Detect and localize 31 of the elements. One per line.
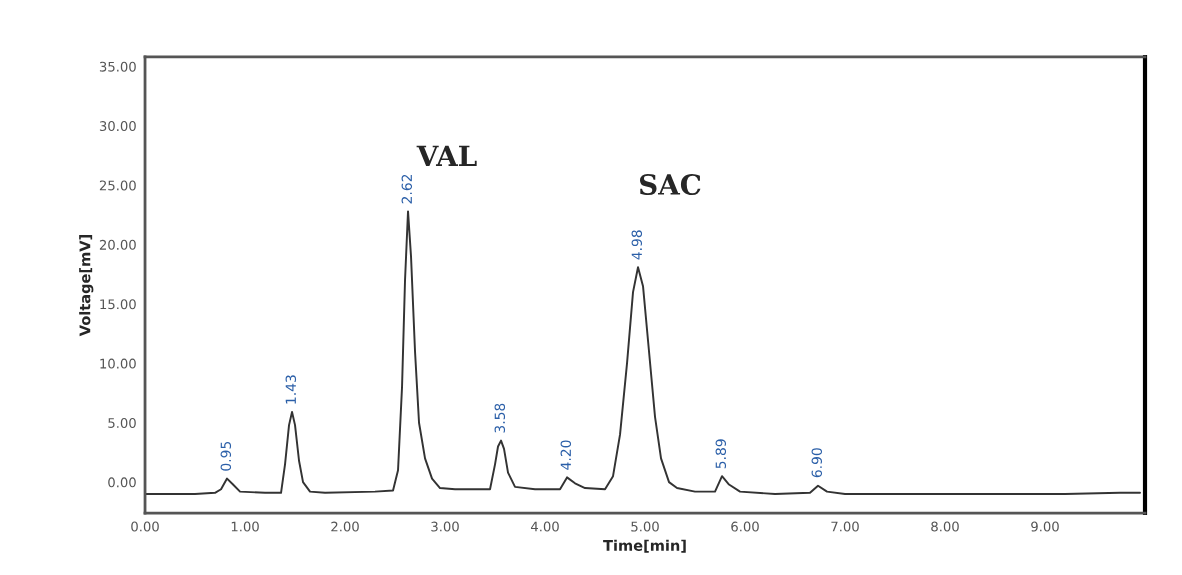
x-tick-label: 4.00: [530, 521, 559, 532]
y-tick-label: 10.00: [100, 358, 136, 369]
y-tick-label: 30.00: [99, 121, 136, 132]
annotation: 4.98: [631, 230, 643, 260]
x-tick-label: 5.00: [631, 521, 659, 532]
annotation: VAL: [416, 145, 477, 166]
annotation: 5.89: [715, 439, 727, 469]
line-series: [145, 210, 1141, 495]
annotation: 2.62: [401, 174, 413, 204]
annotation: SAC: [639, 174, 701, 196]
y-axis-title: Voltage[mV]: [79, 235, 94, 337]
x-tick-label: 6.00: [731, 521, 759, 532]
x-axis-title: Time[min]: [603, 539, 686, 553]
y-tick-label: 35.00: [99, 61, 136, 72]
annotation: 4.20: [560, 440, 572, 470]
x-tick-label: 8.00: [931, 521, 959, 532]
annotation: 0.95: [220, 441, 232, 471]
y-tick-label: 5.00: [108, 417, 136, 428]
x-tick-label: 3.00: [431, 521, 459, 532]
y-tick-label: 0.00: [108, 477, 136, 488]
x-tick-label: 2.00: [331, 521, 359, 532]
y-tick-label: 20.00: [99, 239, 136, 250]
x-tick-label: 7.00: [831, 521, 859, 532]
y-tick-label: 15.00: [100, 299, 136, 310]
annotation: 1.43: [285, 375, 297, 404]
annotation: 6.90: [811, 448, 823, 478]
y-tick-label: 25.00: [99, 180, 136, 191]
x-tick-label: 1.00: [231, 521, 259, 532]
annotation: 3.58: [494, 403, 506, 433]
x-tick-label: 9.00: [1031, 521, 1059, 532]
x-tick-label: 0.00: [131, 521, 159, 532]
